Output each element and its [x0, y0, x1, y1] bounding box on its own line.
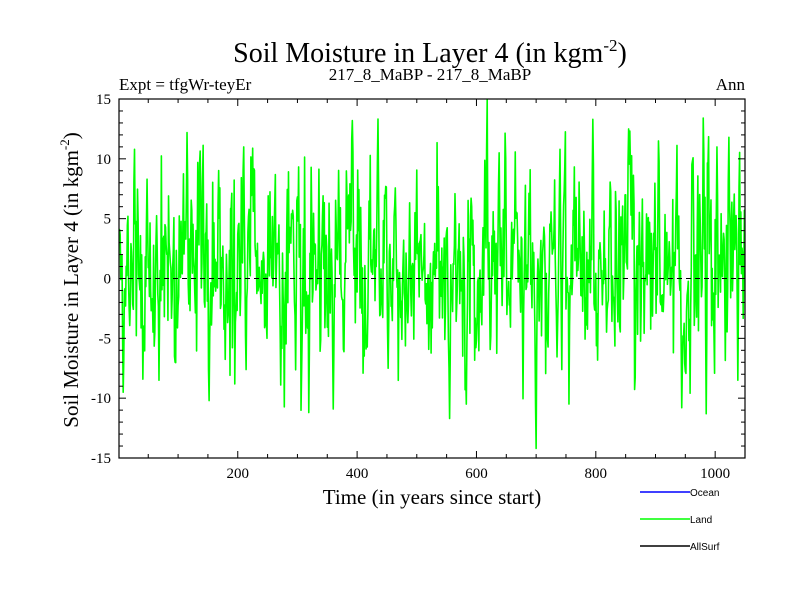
x-tick-label: 400	[346, 466, 369, 482]
chart-title-main: Soil Moisture in Layer 4 (in kgm	[233, 38, 603, 69]
x-tick-label: 800	[585, 466, 608, 482]
subtitle-left: Expt = tfgWr-teyEr	[119, 75, 252, 94]
y-tick-label: -10	[91, 391, 111, 407]
subtitle-right: Ann	[716, 75, 746, 94]
legend: Ocean Land AllSurf	[640, 488, 720, 553]
y-axis-label-main: Soil Moisture in Layer 4 (in kgm	[59, 150, 83, 428]
x-tick-label: 1000	[700, 466, 730, 482]
y-tick-label: 0	[104, 272, 112, 288]
y-tick-label: -5	[99, 331, 112, 347]
legend-label-land: Land	[690, 515, 712, 526]
y-tick-label: 10	[96, 152, 111, 168]
y-axis-label-close: )	[59, 132, 83, 139]
chart-title-close: )	[618, 38, 627, 69]
x-axis: 200 400 600 800 1000	[147, 99, 730, 482]
series-line-land	[119, 99, 745, 450]
chart-title: Soil Moisture in Layer 4 (in kgm-2)	[233, 36, 627, 69]
legend-label-ocean: Ocean	[690, 488, 719, 499]
x-tick-label: 200	[227, 466, 250, 482]
y-tick-label: 5	[104, 212, 112, 228]
subtitle-center: 217_8_MaBP - 217_8_MaBP	[329, 65, 531, 84]
legend-label-allsurf: AllSurf	[690, 542, 720, 553]
y-tick-label: 15	[96, 92, 111, 108]
y-axis-label: Soil Moisture in Layer 4 (in kgm-2)	[57, 132, 83, 427]
y-axis: 15 10 5 0 -5 -10 -15	[91, 92, 745, 467]
chart-title-superscript: -2	[603, 36, 617, 55]
y-axis-label-superscript: -2	[57, 139, 72, 150]
x-axis-label: Time (in years since start)	[323, 485, 542, 509]
y-tick-label: -15	[91, 451, 111, 467]
x-tick-label: 600	[465, 466, 488, 482]
series-land-group	[119, 99, 745, 450]
